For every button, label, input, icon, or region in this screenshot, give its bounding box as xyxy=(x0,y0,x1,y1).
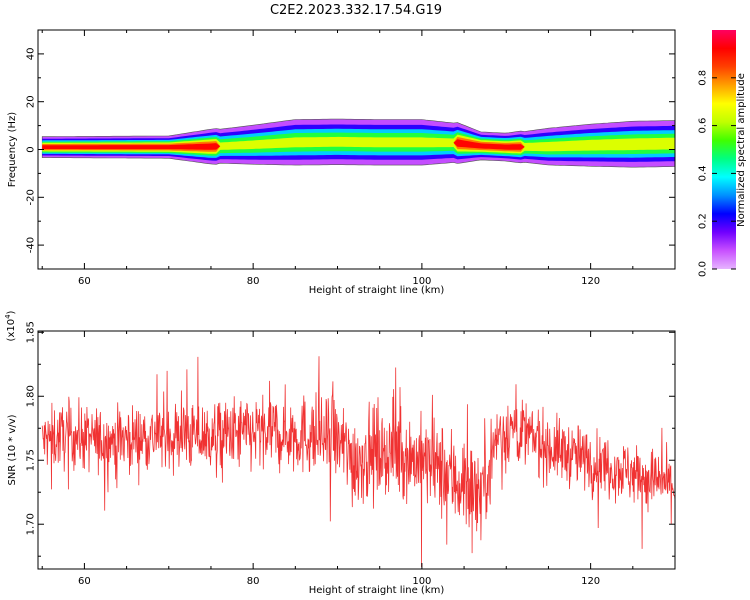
spectrogram-y-axis-label: Frequency (Hz) xyxy=(7,112,18,188)
snr-y-tick-label: 1.70 xyxy=(26,513,37,535)
snr-scale-exponent: 4 xyxy=(4,314,12,319)
snr-x-axis-label: Height of straight line (km) xyxy=(309,585,445,596)
spectrogram-panel: 60 80 100 120 -40 -20 0 20 40 Height of straight… xyxy=(7,29,676,296)
snr-y-tick-label: 1.80 xyxy=(26,385,37,407)
snr-y-axis-label: SNR (10 * v/v) xyxy=(7,414,18,485)
colorbar-tick-label: 0.2 xyxy=(698,213,709,229)
snr-frame xyxy=(37,330,676,570)
spectrogram-x-tick-label: 120 xyxy=(581,276,600,287)
spectrogram-y-tick-label: -20 xyxy=(26,189,37,205)
colorbar-tick-label: 0.8 xyxy=(698,70,709,86)
spectrogram-x-tick-label: 80 xyxy=(247,276,260,287)
spectrogram-x-tick-label: 100 xyxy=(412,276,431,287)
snr-scale-prefix: (x10 xyxy=(6,319,17,342)
spectrogram-contour-6 xyxy=(42,139,675,150)
snr-y-tick-label: 1.75 xyxy=(26,449,37,471)
snr-x-tick-label: 120 xyxy=(581,576,600,587)
spectrogram-y-tick-label: 40 xyxy=(26,48,37,61)
snr-scale-suffix: ) xyxy=(6,310,17,314)
snr-x-tick-label: 60 xyxy=(78,576,91,587)
snr-x-tick-label: 80 xyxy=(247,576,260,587)
spectrogram-y-tick-label: 0 xyxy=(26,146,37,152)
figure-title: C2E2.2023.332.17.54.G19 xyxy=(270,3,442,18)
colorbar-tick-label: 0.0 xyxy=(698,261,709,277)
colorbar-tick-label: 0.4 xyxy=(698,165,709,181)
snr-x-tick-label: 100 xyxy=(412,576,431,587)
spectrogram-band xyxy=(41,118,676,168)
snr-series-line xyxy=(41,356,675,568)
spectrogram-y-tick-label: -40 xyxy=(26,237,37,253)
spectrogram-x-axis-label: Height of straight line (km) xyxy=(309,285,445,296)
snr-scale-note: (x104) xyxy=(4,310,17,341)
snr-panel: 60 80 100 120 1.70 1.75 1.80 1.85 Height of str… xyxy=(4,310,676,596)
spectrogram-ticks: 60 80 100 120 -40 -20 0 20 40 xyxy=(26,29,676,287)
colorbar-gradient xyxy=(712,30,736,269)
spectrogram-y-tick-label: 20 xyxy=(26,95,37,108)
snr-y-tick-label: 1.85 xyxy=(26,321,37,343)
snr-ticks: 60 80 100 120 1.70 1.75 1.80 1.85 xyxy=(26,321,676,587)
colorbar: 0.0 0.2 0.4 0.6 0.8 Normalized spectral ampl… xyxy=(698,30,747,277)
spectrogram-x-tick-label: 60 xyxy=(78,276,91,287)
colorbar-tick-label: 0.6 xyxy=(698,118,709,134)
colorbar-ticks: 0.0 0.2 0.4 0.6 0.8 xyxy=(698,70,736,277)
colorbar-label: Normalized spectral amplitude xyxy=(736,73,747,227)
